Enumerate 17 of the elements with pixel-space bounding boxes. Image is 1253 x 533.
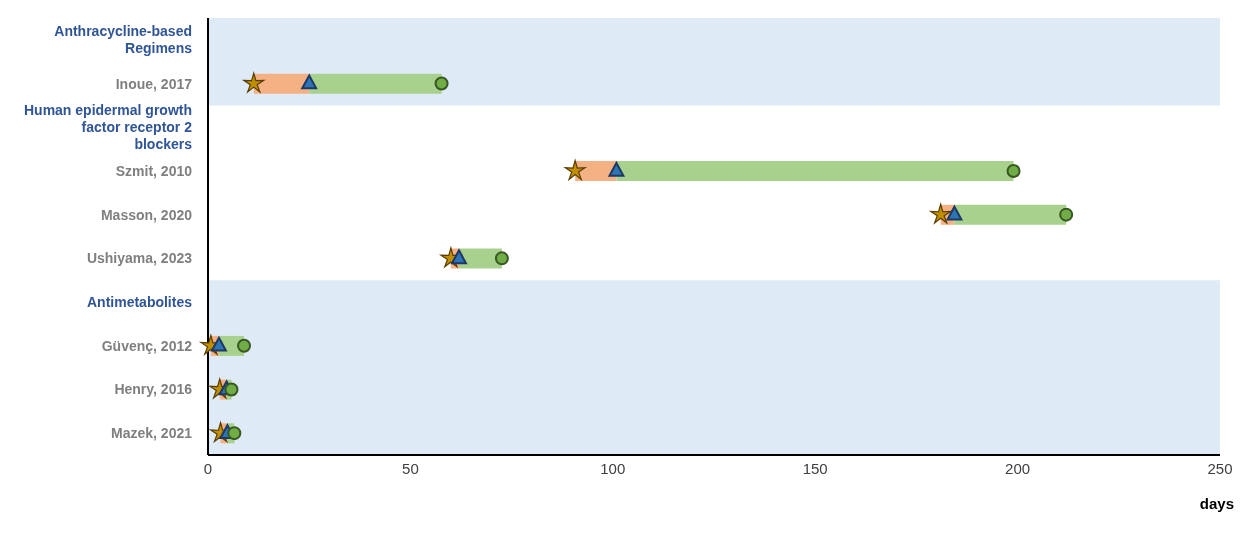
y-tick-label: Ushiyama, 2023 — [86, 250, 193, 267]
y-tick-label: Inoue, 2017 — [115, 75, 193, 92]
y-tick-label: Human epidermal growth factor receptor 2 blockers — [23, 102, 193, 153]
x-axis-title: days — [1199, 495, 1234, 512]
x-tick-label: 100 — [600, 459, 626, 477]
y-tick-label: Anthracycline-based Regimens — [54, 23, 193, 57]
y-tick-label: Güvenç, 2012 — [101, 337, 193, 354]
x-tick-label: 250 — [1207, 459, 1233, 477]
x-tick-label: 150 — [802, 459, 828, 477]
y-tick-label: Masson, 2020 — [100, 206, 193, 223]
y-tick-label: Antimetabolites — [86, 294, 193, 311]
x-tick-label: 50 — [402, 459, 419, 477]
x-tick-label: 0 — [203, 459, 213, 477]
y-tick-label: Henry, 2016 — [114, 381, 193, 398]
y-tick-label: Mazek, 2021 — [111, 425, 193, 442]
x-tick-label: 200 — [1005, 459, 1031, 477]
y-tick-label: Szmit, 2010 — [115, 162, 193, 179]
